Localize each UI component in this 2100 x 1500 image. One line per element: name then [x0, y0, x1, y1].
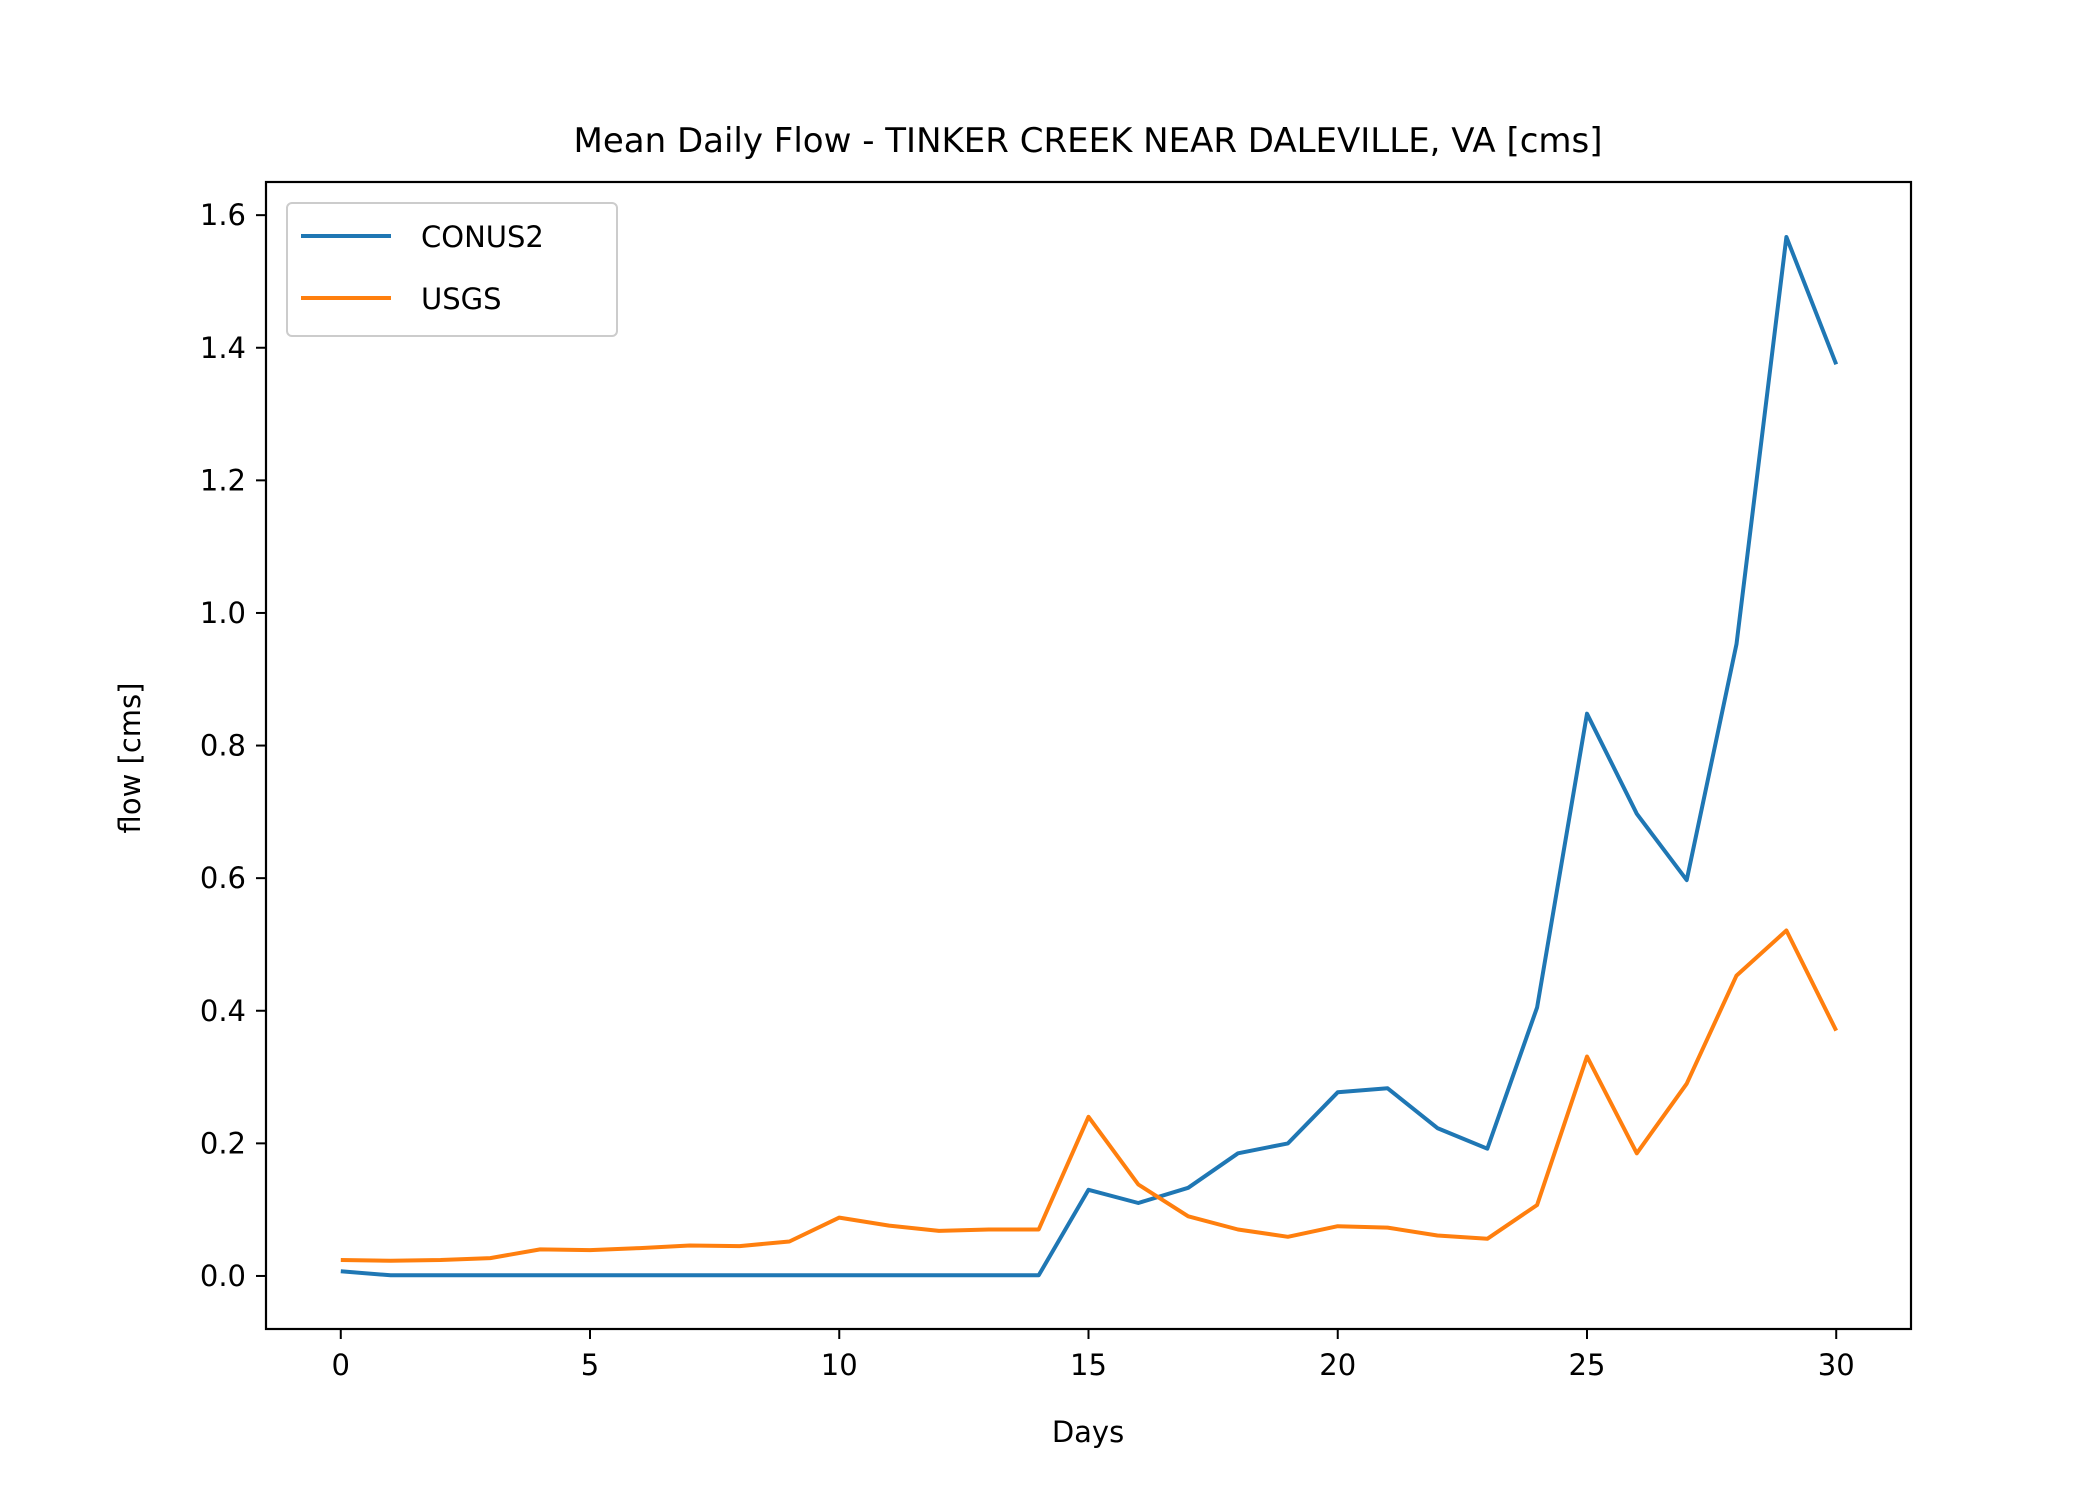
y-tick-label: 0.8	[200, 729, 246, 763]
x-tick-label: 25	[1569, 1348, 1606, 1382]
y-axis-label: flow [cms]	[113, 683, 147, 834]
x-tick-label: 20	[1319, 1348, 1356, 1382]
series-line-conus2	[340, 235, 1839, 1278]
y-tick-label: 1.0	[200, 596, 246, 630]
y-tick-label: 1.6	[200, 198, 246, 232]
axis-ticks: 0 5 10 15 20 25 30 0.0 0.2 0.4 0.6 0.8 1.0 1.2 1.4 1.6	[200, 198, 1855, 1382]
x-tick-label: 5	[581, 1348, 599, 1382]
y-tick-label: 0.4	[200, 994, 246, 1028]
series-line-usgs	[340, 928, 1838, 1263]
y-tick-label: 0.2	[200, 1126, 246, 1160]
legend-label-conus2: CONUS2	[421, 220, 544, 254]
legend-label-usgs: USGS	[421, 282, 502, 316]
plot-area	[264, 180, 1913, 1331]
y-tick-label: 0.6	[200, 861, 246, 895]
x-tick-label: 15	[1070, 1348, 1107, 1382]
x-tick-label: 10	[821, 1348, 858, 1382]
chart-title: Mean Daily Flow - TINKER CREEK NEAR DALE…	[574, 121, 1603, 161]
y-tick-label: 1.4	[200, 331, 246, 365]
axes-frame	[264, 180, 1913, 1331]
x-tick-label: 0	[332, 1348, 350, 1382]
y-tick-label: 0.0	[200, 1259, 246, 1293]
x-tick-label: 30	[1818, 1348, 1855, 1382]
x-axis-label: Days	[1052, 1415, 1124, 1449]
legend: CONUS2 USGS	[286, 202, 618, 337]
y-tick-label: 1.2	[200, 463, 246, 497]
